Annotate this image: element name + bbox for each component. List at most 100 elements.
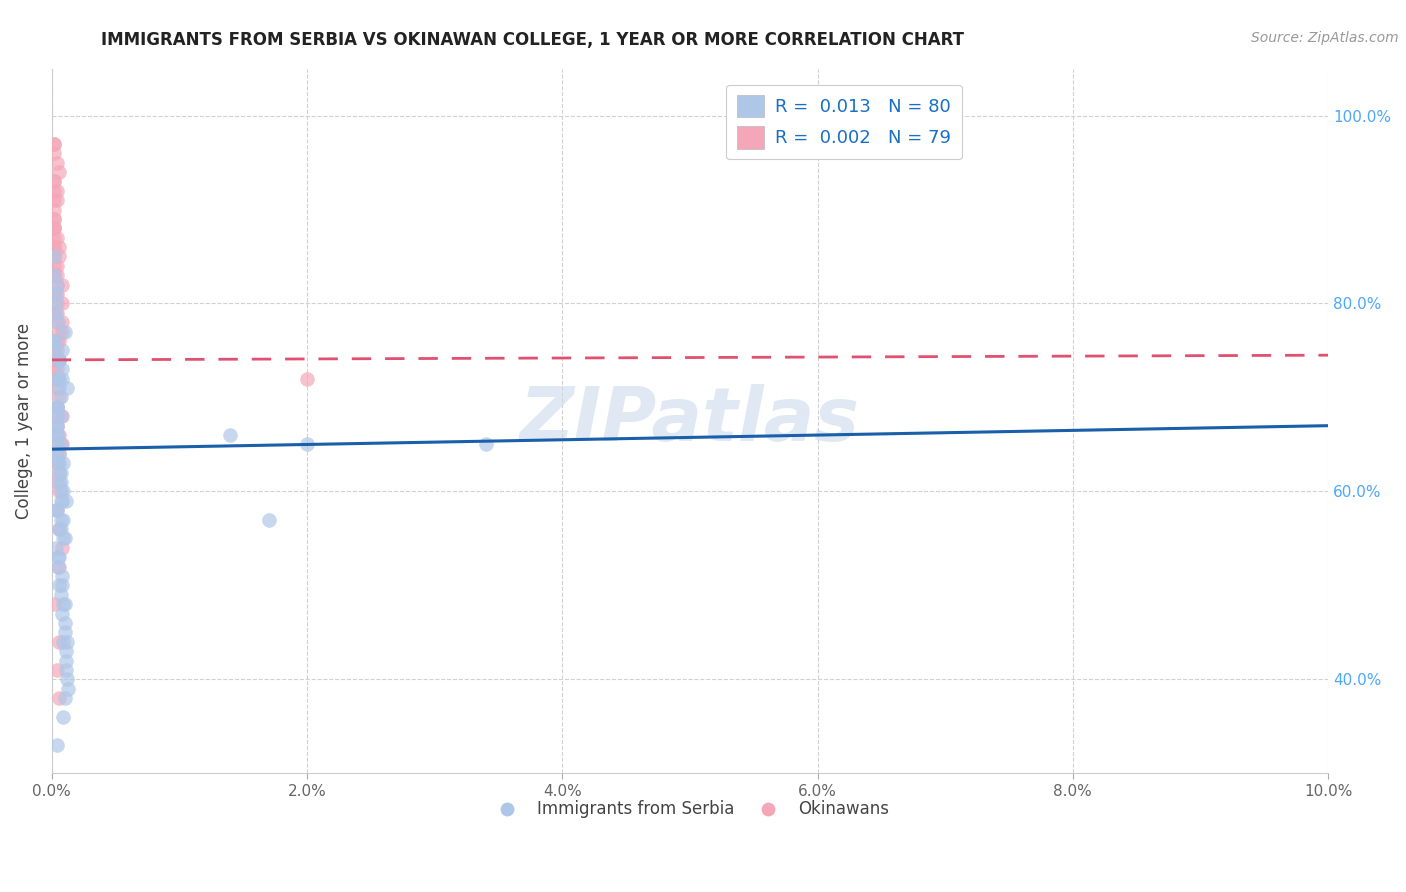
Point bbox=[48, 559, 70, 574]
Point bbox=[51, 343, 73, 358]
Point bbox=[51, 541, 73, 555]
Point bbox=[44, 221, 66, 235]
Point bbox=[45, 259, 67, 273]
Text: IMMIGRANTS FROM SERBIA VS OKINAWAN COLLEGE, 1 YEAR OR MORE CORRELATION CHART: IMMIGRANTS FROM SERBIA VS OKINAWAN COLLE… bbox=[101, 31, 965, 49]
Point bbox=[48, 352, 70, 367]
Point bbox=[52, 635, 75, 649]
Point bbox=[48, 635, 70, 649]
Point bbox=[44, 221, 66, 235]
Point bbox=[51, 607, 73, 621]
Point bbox=[55, 494, 77, 508]
Point bbox=[51, 362, 73, 376]
Point bbox=[45, 372, 67, 386]
Point bbox=[48, 165, 70, 179]
Point bbox=[49, 588, 72, 602]
Point bbox=[48, 522, 70, 536]
Point bbox=[45, 268, 67, 283]
Point bbox=[45, 503, 67, 517]
Point bbox=[45, 230, 67, 244]
Point bbox=[51, 494, 73, 508]
Point bbox=[45, 418, 67, 433]
Point bbox=[219, 428, 242, 442]
Point bbox=[51, 277, 73, 292]
Point bbox=[45, 503, 67, 517]
Point bbox=[45, 296, 67, 310]
Point bbox=[48, 522, 70, 536]
Point bbox=[44, 597, 66, 611]
Point bbox=[46, 372, 69, 386]
Point bbox=[48, 352, 70, 367]
Point bbox=[49, 513, 72, 527]
Point bbox=[48, 325, 70, 339]
Point bbox=[48, 381, 70, 395]
Point bbox=[51, 372, 73, 386]
Point bbox=[51, 578, 73, 592]
Point bbox=[45, 400, 67, 414]
Point bbox=[53, 615, 76, 630]
Point bbox=[45, 437, 67, 451]
Y-axis label: College, 1 year or more: College, 1 year or more bbox=[15, 323, 32, 519]
Point bbox=[49, 409, 72, 424]
Point bbox=[45, 418, 67, 433]
Point bbox=[44, 211, 66, 226]
Point bbox=[53, 325, 76, 339]
Point bbox=[45, 541, 67, 555]
Point bbox=[48, 550, 70, 565]
Point bbox=[45, 381, 67, 395]
Point bbox=[44, 362, 66, 376]
Point bbox=[46, 550, 69, 565]
Point bbox=[45, 315, 67, 329]
Point bbox=[257, 513, 280, 527]
Point bbox=[45, 409, 67, 424]
Point bbox=[52, 484, 75, 499]
Point bbox=[55, 654, 77, 668]
Point bbox=[52, 532, 75, 546]
Point bbox=[45, 277, 67, 292]
Point bbox=[56, 673, 79, 687]
Point bbox=[46, 456, 69, 470]
Point bbox=[55, 644, 77, 658]
Point bbox=[46, 559, 69, 574]
Point bbox=[45, 447, 67, 461]
Point bbox=[49, 466, 72, 480]
Point bbox=[49, 494, 72, 508]
Point bbox=[48, 250, 70, 264]
Point bbox=[48, 428, 70, 442]
Point bbox=[45, 400, 67, 414]
Point bbox=[44, 146, 66, 161]
Point bbox=[44, 184, 66, 198]
Point bbox=[53, 625, 76, 640]
Text: Source: ZipAtlas.com: Source: ZipAtlas.com bbox=[1251, 31, 1399, 45]
Point bbox=[45, 287, 67, 301]
Point bbox=[46, 315, 69, 329]
Point bbox=[44, 287, 66, 301]
Point bbox=[44, 202, 66, 217]
Point bbox=[44, 268, 66, 283]
Point bbox=[44, 174, 66, 188]
Point bbox=[44, 334, 66, 348]
Point bbox=[48, 372, 70, 386]
Text: ZIPatlas: ZIPatlas bbox=[520, 384, 860, 458]
Point bbox=[44, 287, 66, 301]
Legend: Immigrants from Serbia, Okinawans: Immigrants from Serbia, Okinawans bbox=[484, 794, 896, 825]
Point bbox=[44, 334, 66, 348]
Point bbox=[45, 306, 67, 320]
Point bbox=[56, 381, 79, 395]
Point bbox=[51, 296, 73, 310]
Point bbox=[45, 475, 67, 489]
Point bbox=[48, 691, 70, 706]
Point bbox=[51, 409, 73, 424]
Point bbox=[44, 174, 66, 188]
Point bbox=[51, 437, 73, 451]
Point bbox=[45, 437, 67, 451]
Point bbox=[52, 513, 75, 527]
Point bbox=[45, 409, 67, 424]
Point bbox=[44, 259, 66, 273]
Point bbox=[44, 334, 66, 348]
Point bbox=[45, 277, 67, 292]
Point bbox=[58, 681, 80, 696]
Point bbox=[44, 136, 66, 151]
Point bbox=[44, 250, 66, 264]
Point bbox=[48, 466, 70, 480]
Point bbox=[53, 532, 76, 546]
